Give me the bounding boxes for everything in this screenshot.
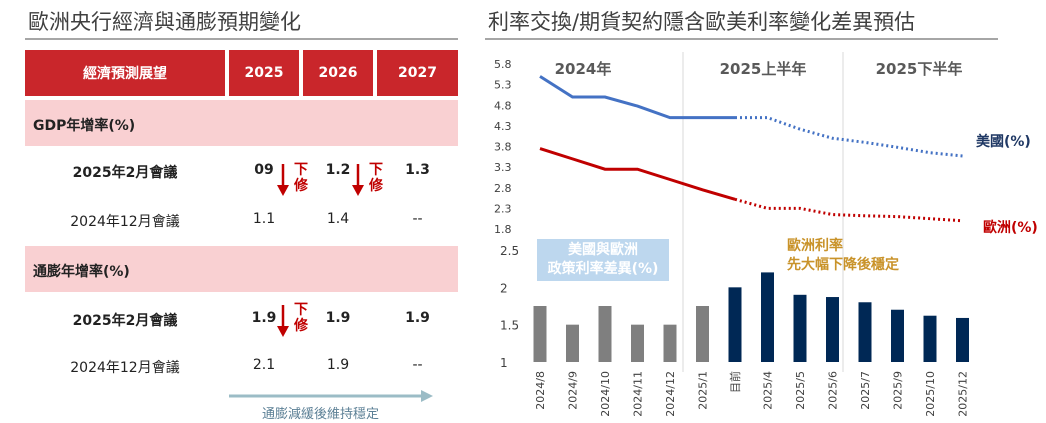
gdp-row1-2027: 1.3: [405, 162, 430, 178]
bar-ytick-label: 1.5: [500, 319, 519, 333]
inflation-2025-revision-label: 下修: [294, 302, 308, 334]
line-ytick-label: 1.8: [494, 223, 512, 236]
line-ytick-label: 2.8: [494, 182, 512, 195]
line-ytick-label: 4.3: [494, 120, 512, 133]
bar-7: [761, 272, 774, 362]
line-ytick-label: 4.8: [494, 99, 512, 112]
note-arrow-icon: [229, 390, 433, 402]
inflation-row1-2027: 1.9: [405, 310, 430, 326]
x-tick-label: 2025/6: [827, 371, 840, 410]
note-text: 通膨減緩後維持穩定: [262, 407, 380, 422]
table-header-2027: 2027: [377, 50, 458, 96]
line-ytick-label: 3.3: [494, 161, 512, 174]
x-tick-label: 2025/5: [794, 371, 807, 410]
inflation-row2-2025: 2.1: [252, 357, 276, 373]
period-2024-label: 2024年: [555, 60, 612, 78]
period-2025h2-label: 2025下半年: [876, 60, 963, 78]
eu-rate-line-actual: [539, 147, 736, 201]
inflation-row2-label: 2024年12月會議: [70, 360, 180, 376]
gdp-row2-2027: --: [412, 211, 423, 227]
x-tick-label: 2024/11: [632, 371, 645, 417]
table-header-2026: 2026: [303, 50, 373, 96]
right-title-rule: [485, 38, 998, 40]
bar-9: [826, 297, 839, 362]
bar-ytick-label: 2.5: [500, 244, 519, 258]
x-tick-label: 2025/12: [957, 371, 970, 417]
gdp-2026-revision-label: 下修: [369, 162, 383, 194]
left-title: 歐洲央行經濟與通膨預期變化: [28, 10, 301, 34]
gdp-2025-down-arrow-icon: [277, 164, 289, 196]
us-series-label: 美國(%): [976, 133, 1031, 150]
eu-series-label: 歐洲(%): [983, 219, 1038, 236]
eu-rate-line-forecast: [734, 197, 963, 223]
inflation-band-label: 通膨年增率(%): [33, 264, 130, 280]
inflation-row2-2026: 1.9: [326, 357, 350, 373]
gdp-2025-revision-label: 下修: [294, 162, 308, 194]
line-ytick-label: 5.8: [494, 58, 512, 71]
bar-6: [728, 287, 742, 362]
gdp-row1-label: 2025年2月會議: [72, 165, 178, 181]
x-tick-label: 2025/1: [697, 371, 710, 410]
bar-1: [566, 324, 579, 362]
us-rate-line-actual: [539, 75, 735, 120]
right-title: 利率交換/期貨契約隱含歐美利率變化差異預估: [488, 10, 916, 34]
x-tick-label: 2025/9: [892, 371, 905, 410]
inflation-row1-2026: 1.9: [325, 310, 351, 326]
inflation-row2-2027: --: [412, 357, 423, 373]
x-tick-label: 2024/9: [567, 371, 580, 410]
gdp-row2-2026: 1.4: [326, 211, 350, 227]
table-header-2025: 2025: [229, 50, 299, 96]
gdp-row1-2026: 1.2: [325, 162, 351, 178]
bar-chart-group: 2.5 2 1.5 1 2024/8 2024/9 2024/10 2024/11 2024/1…: [500, 244, 970, 417]
x-tick-label: 2024/10: [599, 371, 612, 417]
inflation-row1-2025: 1.9: [251, 310, 277, 326]
gdp-row2-2025: 1.1: [252, 211, 276, 227]
bar-callout: 美國與歐洲 政策利率差異(%): [537, 239, 669, 281]
x-tick-label: 2025/7: [859, 371, 872, 410]
bar-callout-line2: 政策利率差異(%): [547, 261, 659, 277]
gdp-band: [25, 100, 458, 146]
gdp-row1-2025: 09: [254, 162, 274, 178]
x-tick-label: 2024/8: [534, 371, 547, 410]
eu-callout-line1: 歐洲利率: [787, 238, 843, 254]
bar-4: [663, 324, 677, 362]
bar-12: [923, 315, 937, 362]
eu-callout: 歐洲利率 先大幅下降後穩定: [787, 237, 899, 275]
us-rate-line-forecast: [735, 116, 963, 158]
table-header-label: 經濟預測展望: [25, 50, 225, 96]
left-title-rule: [25, 38, 458, 40]
bar-11: [891, 309, 904, 362]
x-tick-label: 2025/4: [762, 371, 775, 410]
line-chart-group: 2024年 2025上半年 2025下半年 5.8 5.3 4.8 4.3 3.8 3.3 2.8…: [494, 52, 1038, 372]
inflation-2025-down-arrow-icon: [277, 305, 289, 337]
gdp-2026-down-arrow-icon: [352, 164, 364, 196]
bar-ytick-label: 1: [500, 356, 508, 370]
bar-2: [598, 306, 612, 362]
x-tick-label: 目前: [728, 371, 742, 393]
x-tick-label: 2025/10: [924, 371, 937, 417]
eu-callout-line2: 先大幅下降後穩定: [787, 257, 899, 273]
line-ytick-label: 3.8: [494, 141, 512, 154]
line-ytick-label: 5.3: [494, 79, 512, 92]
bar-10: [858, 302, 872, 362]
inflation-row1-label: 2025年2月會議: [72, 313, 178, 329]
line-ytick-label: 2.3: [494, 202, 512, 215]
bar-0: [533, 306, 547, 362]
bar-ytick-label: 2: [500, 281, 508, 295]
period-2025h1-label: 2025上半年: [720, 60, 807, 78]
gdp-band-label: GDP年增率(%): [33, 118, 136, 134]
x-tick-label: 2024/12: [664, 371, 677, 417]
bar-3: [631, 324, 644, 362]
inflation-band: [25, 246, 458, 292]
bar-8: [793, 294, 807, 362]
bar-5: [696, 306, 709, 362]
bar-callout-line1: 美國與歐洲: [568, 242, 638, 258]
gdp-row2-label: 2024年12月會議: [70, 214, 180, 230]
bar-13: [956, 317, 969, 362]
